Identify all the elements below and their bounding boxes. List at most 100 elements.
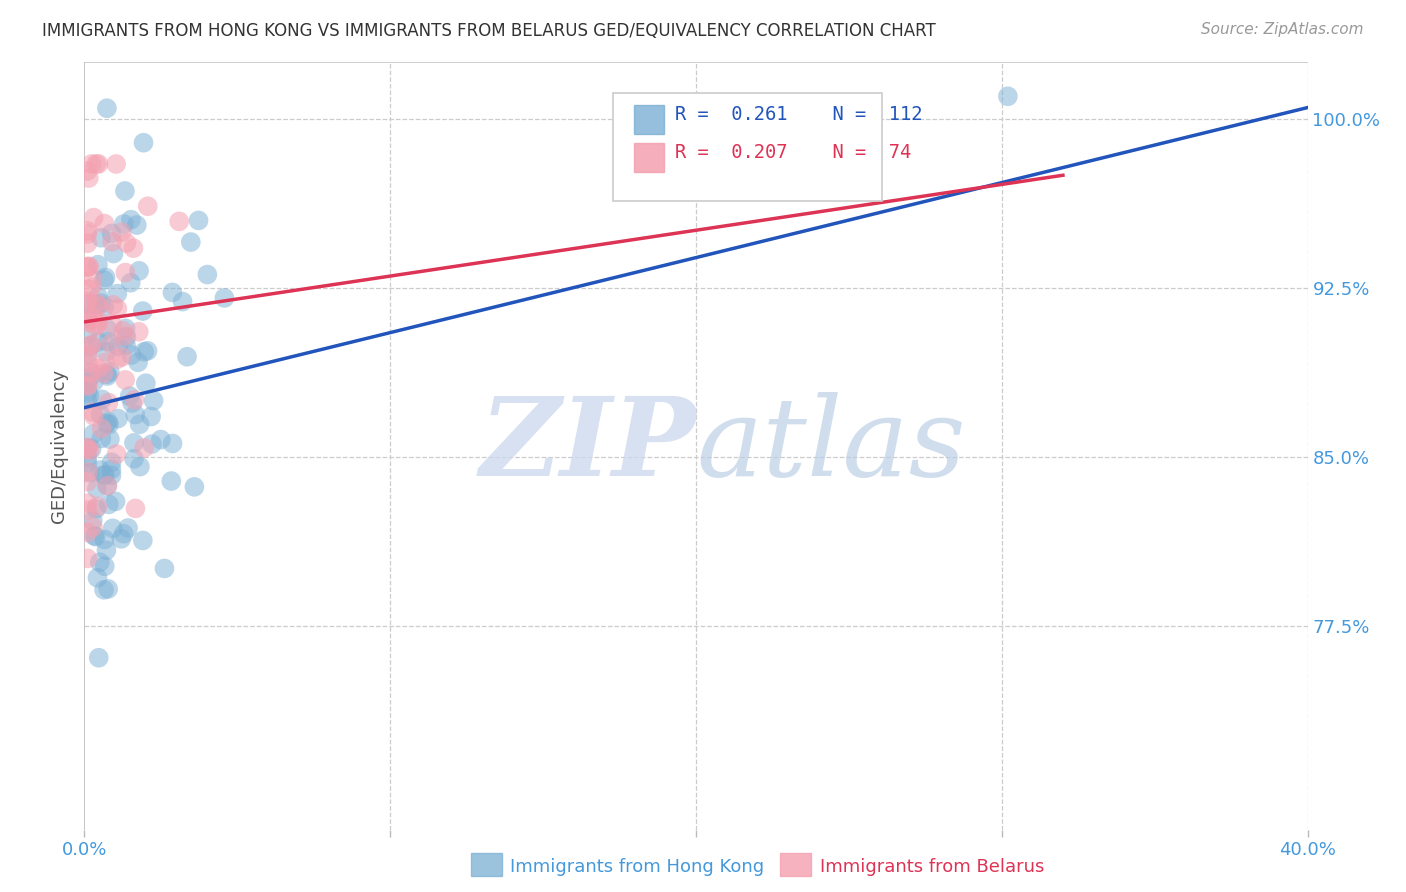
Point [96, 101, 118, 115]
Point [76, 441, 98, 455]
Point [76, 450, 98, 465]
Point [125, 218, 148, 232]
Point [80, 365, 103, 379]
Point [105, 301, 128, 316]
Point [120, 276, 142, 290]
Point [83, 529, 105, 543]
Point [96, 368, 118, 382]
Point [76, 260, 98, 275]
Point [94, 355, 117, 369]
Point [110, 532, 132, 546]
Point [87, 314, 110, 328]
Point [176, 350, 198, 364]
Point [76, 326, 98, 341]
Point [128, 264, 150, 278]
Point [180, 235, 202, 249]
Point [96, 543, 118, 558]
Point [79, 260, 101, 274]
Text: atlas: atlas [696, 392, 966, 500]
Point [91, 392, 114, 407]
Point [76, 164, 98, 178]
Point [77, 282, 100, 296]
Point [91, 367, 114, 381]
Point [76, 376, 98, 390]
Point [82, 514, 104, 528]
Point [117, 521, 139, 535]
Point [76, 227, 98, 241]
Point [76, 377, 98, 392]
Point [76, 294, 98, 309]
Point [129, 459, 152, 474]
Point [76, 297, 98, 311]
Point [94, 270, 117, 285]
Point [97, 415, 120, 429]
Point [93, 217, 115, 231]
Point [84, 297, 107, 311]
Point [100, 227, 122, 241]
Point [96, 478, 118, 492]
Point [112, 526, 135, 541]
FancyBboxPatch shape [613, 93, 882, 201]
Point [118, 389, 141, 403]
Point [77, 465, 100, 479]
Text: Immigrants from Belarus: Immigrants from Belarus [820, 858, 1045, 876]
Point [76, 316, 98, 330]
Point [167, 214, 190, 228]
Point [80, 280, 103, 294]
Point [101, 235, 124, 249]
Point [82, 520, 104, 534]
Point [79, 389, 101, 403]
Point [124, 501, 146, 516]
Point [79, 370, 101, 384]
Point [93, 273, 115, 287]
Point [183, 480, 205, 494]
Point [90, 431, 112, 445]
Point [76, 348, 98, 362]
Point [82, 427, 104, 442]
Point [142, 393, 165, 408]
Point [80, 337, 103, 351]
Point [93, 468, 115, 483]
Point [103, 246, 125, 260]
Point [90, 408, 112, 422]
Point [77, 171, 100, 186]
Text: R =  0.261    N =  112: R = 0.261 N = 112 [675, 105, 922, 124]
Point [187, 213, 209, 227]
Point [105, 352, 128, 367]
Point [93, 582, 115, 597]
Point [97, 334, 120, 349]
Point [128, 417, 150, 432]
Point [124, 408, 146, 422]
Point [111, 324, 134, 338]
Point [76, 551, 98, 566]
Point [98, 432, 121, 446]
Point [86, 482, 108, 496]
Point [96, 417, 118, 431]
Point [82, 311, 104, 326]
Point [80, 442, 103, 456]
Point [162, 285, 184, 300]
Point [121, 396, 143, 410]
Point [112, 217, 135, 231]
Point [132, 136, 155, 150]
Point [86, 296, 108, 310]
Point [76, 356, 98, 370]
Point [101, 521, 124, 535]
Point [105, 157, 128, 171]
Point [79, 466, 101, 480]
Point [115, 330, 138, 344]
Point [127, 355, 149, 369]
Point [132, 533, 155, 548]
Point [107, 340, 129, 354]
Point [103, 298, 125, 312]
Point [114, 373, 136, 387]
Point [76, 348, 98, 362]
Point [86, 500, 108, 514]
Point [105, 447, 128, 461]
Point [89, 555, 111, 569]
Point [96, 369, 118, 384]
Point [87, 290, 110, 304]
Point [114, 329, 136, 343]
Point [96, 344, 118, 359]
Point [83, 211, 105, 225]
